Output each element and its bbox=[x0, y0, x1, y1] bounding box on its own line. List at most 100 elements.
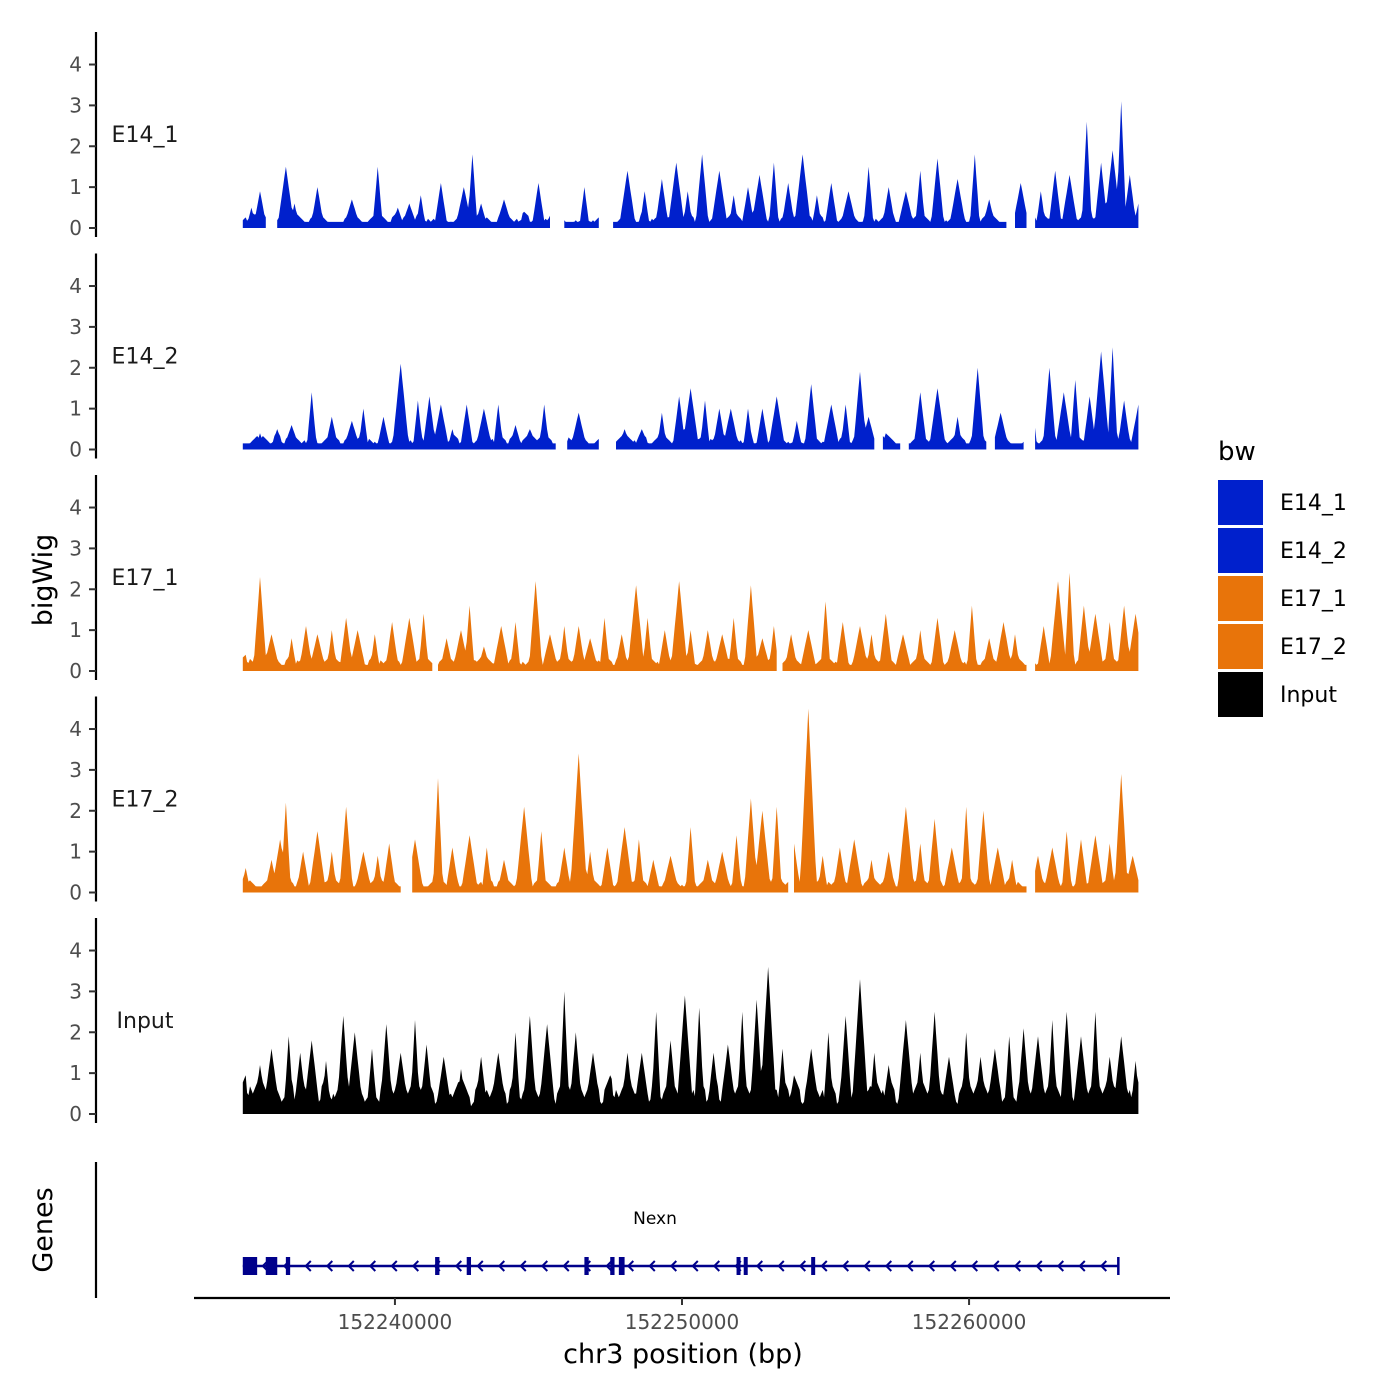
y-tick-label: 1 bbox=[69, 175, 82, 199]
y-tick-label: 0 bbox=[69, 659, 82, 683]
strand-arrow bbox=[562, 1260, 570, 1272]
strand-arrow bbox=[605, 1260, 613, 1272]
signal-area-segment bbox=[242, 363, 556, 450]
strand-arrow bbox=[863, 1260, 871, 1272]
strand-arrow bbox=[347, 1260, 355, 1272]
strand-arrow bbox=[906, 1260, 914, 1272]
signal-area-segment bbox=[1035, 347, 1139, 450]
legend-swatch bbox=[1218, 624, 1263, 669]
track-label: Input bbox=[117, 1009, 174, 1034]
y-tick-label: 3 bbox=[69, 93, 82, 117]
strand-arrow bbox=[411, 1260, 420, 1272]
y-tick-label: 4 bbox=[69, 53, 82, 77]
gene-exon bbox=[743, 1257, 748, 1275]
y-tick-label: 1 bbox=[69, 1061, 82, 1085]
track-label: E17_2 bbox=[112, 788, 179, 813]
y-tick-label: 4 bbox=[69, 939, 82, 963]
legend-items: E14_1 E14_2 E17_1 E17_2 Input bbox=[1218, 480, 1347, 717]
gene-panel-title: Genes bbox=[28, 1187, 59, 1272]
signal-area-segment bbox=[242, 966, 1139, 1114]
strand-arrow bbox=[454, 1260, 463, 1272]
strand-arrow bbox=[992, 1260, 1000, 1272]
x-tick-label: 152260000 bbox=[912, 1310, 1027, 1334]
track-label: E14_2 bbox=[112, 345, 179, 370]
gene-exon bbox=[435, 1257, 440, 1275]
signal-area-segment bbox=[277, 154, 550, 228]
legend-label: E17_2 bbox=[1280, 635, 1347, 660]
strand-arrow bbox=[669, 1260, 678, 1272]
signal-area-segment bbox=[1015, 183, 1027, 228]
signal-area-segment bbox=[616, 371, 875, 450]
track-panel-e17-2: 0 1 2 3 4 E17_2 bbox=[69, 696, 1139, 905]
strand-arrow bbox=[1099, 1260, 1108, 1272]
strand-arrow bbox=[304, 1260, 312, 1272]
y-tick-label: 2 bbox=[69, 1020, 82, 1044]
strand-arrow bbox=[949, 1260, 957, 1272]
signal-area-segment bbox=[564, 187, 599, 228]
signal-area-segment bbox=[1035, 101, 1139, 228]
strand-arrow bbox=[927, 1260, 936, 1272]
y-tick-label: 1 bbox=[69, 618, 82, 642]
signal-area-segment bbox=[1035, 774, 1139, 893]
gene-exon bbox=[584, 1257, 589, 1275]
y-tick-label: 4 bbox=[69, 496, 82, 520]
x-axis-title: chr3 position (bp) bbox=[563, 1339, 803, 1370]
signal-area-segment bbox=[438, 581, 777, 671]
strand-arrow bbox=[691, 1260, 699, 1272]
track-panel-e14-1: 0 1 2 3 4 E14_1 bbox=[69, 32, 1139, 240]
signal-area-segment bbox=[1035, 572, 1139, 671]
y-tick-label: 3 bbox=[69, 315, 82, 339]
strand-arrow bbox=[368, 1260, 377, 1272]
y-tick-label: 1 bbox=[69, 397, 82, 421]
gene-exon bbox=[466, 1257, 472, 1275]
signal-area-segment bbox=[882, 433, 901, 450]
legend-item-e17-1: E17_1 bbox=[1218, 576, 1347, 621]
strand-arrow bbox=[497, 1260, 506, 1272]
y-tick-label: 3 bbox=[69, 979, 82, 1003]
strand-arrow bbox=[519, 1260, 527, 1272]
signal-area-segment bbox=[242, 191, 266, 228]
track-label: E14_1 bbox=[112, 123, 179, 148]
strand-arrow bbox=[626, 1260, 635, 1272]
legend-item-e14-1: E14_1 bbox=[1218, 480, 1347, 525]
strand-arrow bbox=[841, 1260, 850, 1272]
x-axis: 152240000 152250000 152260000 chr3 positio… bbox=[194, 1296, 1170, 1370]
gene-exon bbox=[242, 1257, 258, 1275]
gene-exon bbox=[618, 1257, 625, 1275]
track-label: E17_1 bbox=[112, 566, 179, 591]
y-tick-label: 3 bbox=[69, 536, 82, 560]
y-tick-label: 1 bbox=[69, 840, 82, 864]
strand-arrow bbox=[755, 1260, 764, 1272]
gene-exon bbox=[610, 1257, 615, 1275]
x-axis-ticks: 152240000 152250000 152260000 bbox=[338, 1298, 1027, 1334]
legend-label: Input bbox=[1280, 683, 1337, 708]
gene-exon bbox=[811, 1257, 816, 1275]
strand-arrow bbox=[1078, 1260, 1086, 1272]
legend-item-e17-2: E17_2 bbox=[1218, 624, 1347, 669]
gene-model-nexn bbox=[242, 1257, 1120, 1275]
strand-arrow bbox=[798, 1260, 807, 1272]
legend-label: E14_1 bbox=[1280, 491, 1347, 516]
y-tick-label: 0 bbox=[69, 1102, 82, 1126]
y-tick-label: 0 bbox=[69, 216, 82, 240]
gene-panel: Nexn bbox=[94, 1162, 1120, 1298]
track-panels: 0 1 2 3 4 E14_1 0 1 2 3 4 E14_2 0 1 2 3 4 E17_1 0 1 2 3 4 E17_2… bbox=[69, 32, 1139, 1126]
y-tick-label: 4 bbox=[69, 717, 82, 741]
legend-swatch bbox=[1218, 576, 1263, 621]
strand-arrow bbox=[1056, 1260, 1065, 1272]
y-tick-label: 3 bbox=[69, 758, 82, 782]
gene-exon bbox=[265, 1257, 278, 1275]
strand-arrow bbox=[820, 1260, 828, 1272]
legend-swatch bbox=[1218, 528, 1263, 573]
y-tick-label: 2 bbox=[69, 356, 82, 380]
legend-swatch bbox=[1218, 672, 1263, 717]
x-tick-label: 152250000 bbox=[625, 1310, 740, 1334]
y-tick-label: 2 bbox=[69, 799, 82, 823]
legend-label: E14_2 bbox=[1280, 539, 1347, 564]
track-panel-input: 0 1 2 3 4 Input bbox=[69, 918, 1139, 1126]
signal-area-segment bbox=[994, 412, 1024, 450]
strand-arrow bbox=[476, 1260, 484, 1272]
signal-area-segment bbox=[794, 708, 1027, 893]
track-panel-e17-1: 0 1 2 3 4 E17_1 bbox=[69, 475, 1139, 683]
